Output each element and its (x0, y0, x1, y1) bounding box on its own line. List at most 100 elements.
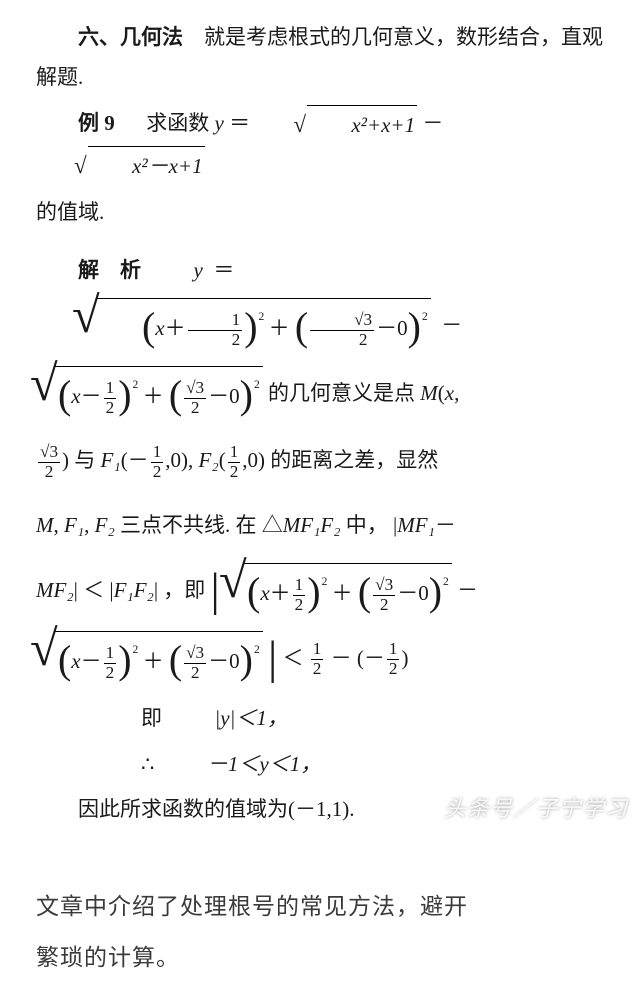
lneg: (－ (357, 646, 385, 670)
big-sqrt-4: √ (x－12)2 ＋ (√32－0)2 (36, 631, 263, 689)
s3n4: √3 (184, 644, 206, 663)
solution-line-2: √ (x－12)2 ＋ (√32－0)2 的几何意义是点 M(x, (36, 366, 604, 424)
f2cm: ,0) (242, 448, 265, 472)
footer-line-2: 繁琐的计算。 (36, 933, 604, 984)
rp1: ) (62, 448, 69, 472)
f1cp: (－ (121, 448, 149, 472)
sq4: 2 (254, 379, 260, 391)
hd2: 2 (104, 398, 117, 418)
f2n: 1 (228, 443, 241, 462)
MF2: MF₂ (36, 578, 74, 602)
minus-trail-1: － (441, 313, 462, 337)
solution-line-8: ∴ －1＜y＜1， (36, 745, 604, 785)
ac2: | (154, 578, 158, 602)
prompt-tail: 的值域. (36, 200, 104, 224)
z4: 0 (229, 649, 240, 673)
x-4: x (71, 649, 80, 673)
hd1: 2 (188, 330, 243, 350)
f1cm: ,0) (165, 448, 188, 472)
F2-1: F₂ (199, 448, 219, 472)
therefore: ∴ (141, 752, 154, 776)
m2: － (81, 384, 102, 408)
ji: ，即 (163, 578, 205, 602)
section-heading: 六、几何法 就是考虑根式的几何意义，数形结合，直观解题. (36, 18, 604, 98)
z2: 0 (229, 384, 240, 408)
sq8: 2 (254, 644, 260, 656)
rh-d2: 2 (387, 659, 400, 679)
M-2: M (36, 513, 54, 537)
F1F2: F₁F₂ (114, 578, 154, 602)
x-2: x (71, 384, 80, 408)
f1d: 2 (151, 462, 164, 482)
hn2: 1 (104, 379, 117, 398)
sq5: 2 (322, 576, 328, 588)
solution-line-3: √32) 与 F₁(－12,0), F₂(12,0) 的距离之差，显然 (36, 433, 604, 488)
plus-4: ＋ (270, 581, 291, 605)
s3d2: 2 (184, 398, 206, 418)
main-content: 六、几何法 就是考虑根式的几何意义，数形结合，直观解题. 例 9 求函数 y ＝… (0, 0, 640, 846)
sol-y: y (194, 258, 203, 282)
zhong: 中， (346, 513, 388, 537)
prompt-head: 求函数 (146, 111, 214, 135)
plus-6: ＋ (143, 649, 164, 673)
prompt-tail-line: 的值域. (36, 193, 604, 233)
sq6: 2 (443, 576, 449, 588)
rh-n1: 1 (311, 640, 324, 659)
noncollinear: 三点不共线. 在 (120, 513, 257, 537)
example-label: 例 9 (78, 111, 115, 135)
s3d3: 2 (373, 595, 395, 615)
m1: － (376, 316, 397, 340)
lp1: ( (438, 381, 445, 405)
conclusion-text: 因此所求函数的值域为(－1,1). (78, 797, 355, 821)
geo-3: 的距离之差，显然 (270, 448, 438, 472)
eq-sign: ＝ (229, 111, 250, 135)
z3: 0 (418, 581, 429, 605)
hd4: 2 (104, 663, 117, 683)
s3n2: √3 (184, 379, 206, 398)
My-d: 2 (38, 462, 60, 482)
x-1: x (155, 316, 164, 340)
divider (0, 846, 640, 854)
ji2: 即 (141, 706, 162, 730)
sol-eq: ＝ (213, 258, 234, 282)
sqrt-expr-1: x²+x+1 (255, 105, 417, 146)
plus-3: ＋ (143, 384, 164, 408)
solution-line-7: 即 |y|＜1， (36, 699, 604, 739)
F2-2: F₂ (95, 513, 115, 537)
rh-n2: 1 (387, 640, 400, 659)
sq3: 2 (133, 379, 139, 391)
watermark: 头条号／子宁学习 (444, 791, 628, 823)
plus-5: ＋ (332, 581, 353, 605)
hn1: 1 (188, 311, 243, 330)
f2d: 2 (228, 462, 241, 482)
big-sqrt-2: √ (x－12)2 ＋ (√32－0)2 (36, 366, 263, 424)
example-prompt: 例 9 求函数 y ＝ x²+x+1 － x²－x+1 (36, 104, 604, 187)
z1: 0 (397, 316, 408, 340)
sq2: 2 (422, 311, 428, 323)
MF1: MF₁ (397, 513, 435, 537)
abs-bar-close: | (268, 632, 277, 683)
heading-prefix: 六、几何法 (78, 25, 183, 49)
footer-line-1: 文章中介绍了处理根号的常见方法，避开 (36, 882, 604, 933)
m3: － (208, 384, 229, 408)
solution-line-5: MF₂| ＜ |F₁F₂| ，即 | √ (x＋12)2 ＋ (√32－0)2 … (36, 563, 604, 621)
big-sqrt-3: √ (x＋12)2 ＋ (√32－0)2 (225, 563, 452, 621)
s3n1: √3 (310, 311, 374, 330)
expr2: x²－x+1 (132, 154, 203, 178)
m6: － (81, 649, 102, 673)
F1-2: F₁ (64, 513, 84, 537)
var-y: y (215, 111, 224, 135)
solution-line-4: M, F₁, F₂ 三点不共线. 在 △MF₁F₂ 中， |MF₁－ (36, 498, 604, 553)
geo-meaning-1: 的几何意义是点 (268, 381, 420, 405)
m4: － (435, 513, 456, 537)
F1-1: F₁ (101, 448, 121, 472)
plus-2: ＋ (269, 316, 290, 340)
tri-name: MF₁F₂ (283, 513, 341, 537)
m5: － (397, 581, 418, 605)
c1: , (454, 381, 459, 405)
footer: 文章中介绍了处理根号的常见方法，避开 繁琐的计算。 (0, 854, 640, 993)
My-n: √3 (38, 443, 60, 462)
solution-line-1: 解 析 y ＝ √ (x＋12)2 ＋ (√32－0)2 － (36, 243, 604, 356)
hd3: 2 (293, 595, 306, 615)
rh-d1: 2 (311, 659, 324, 679)
